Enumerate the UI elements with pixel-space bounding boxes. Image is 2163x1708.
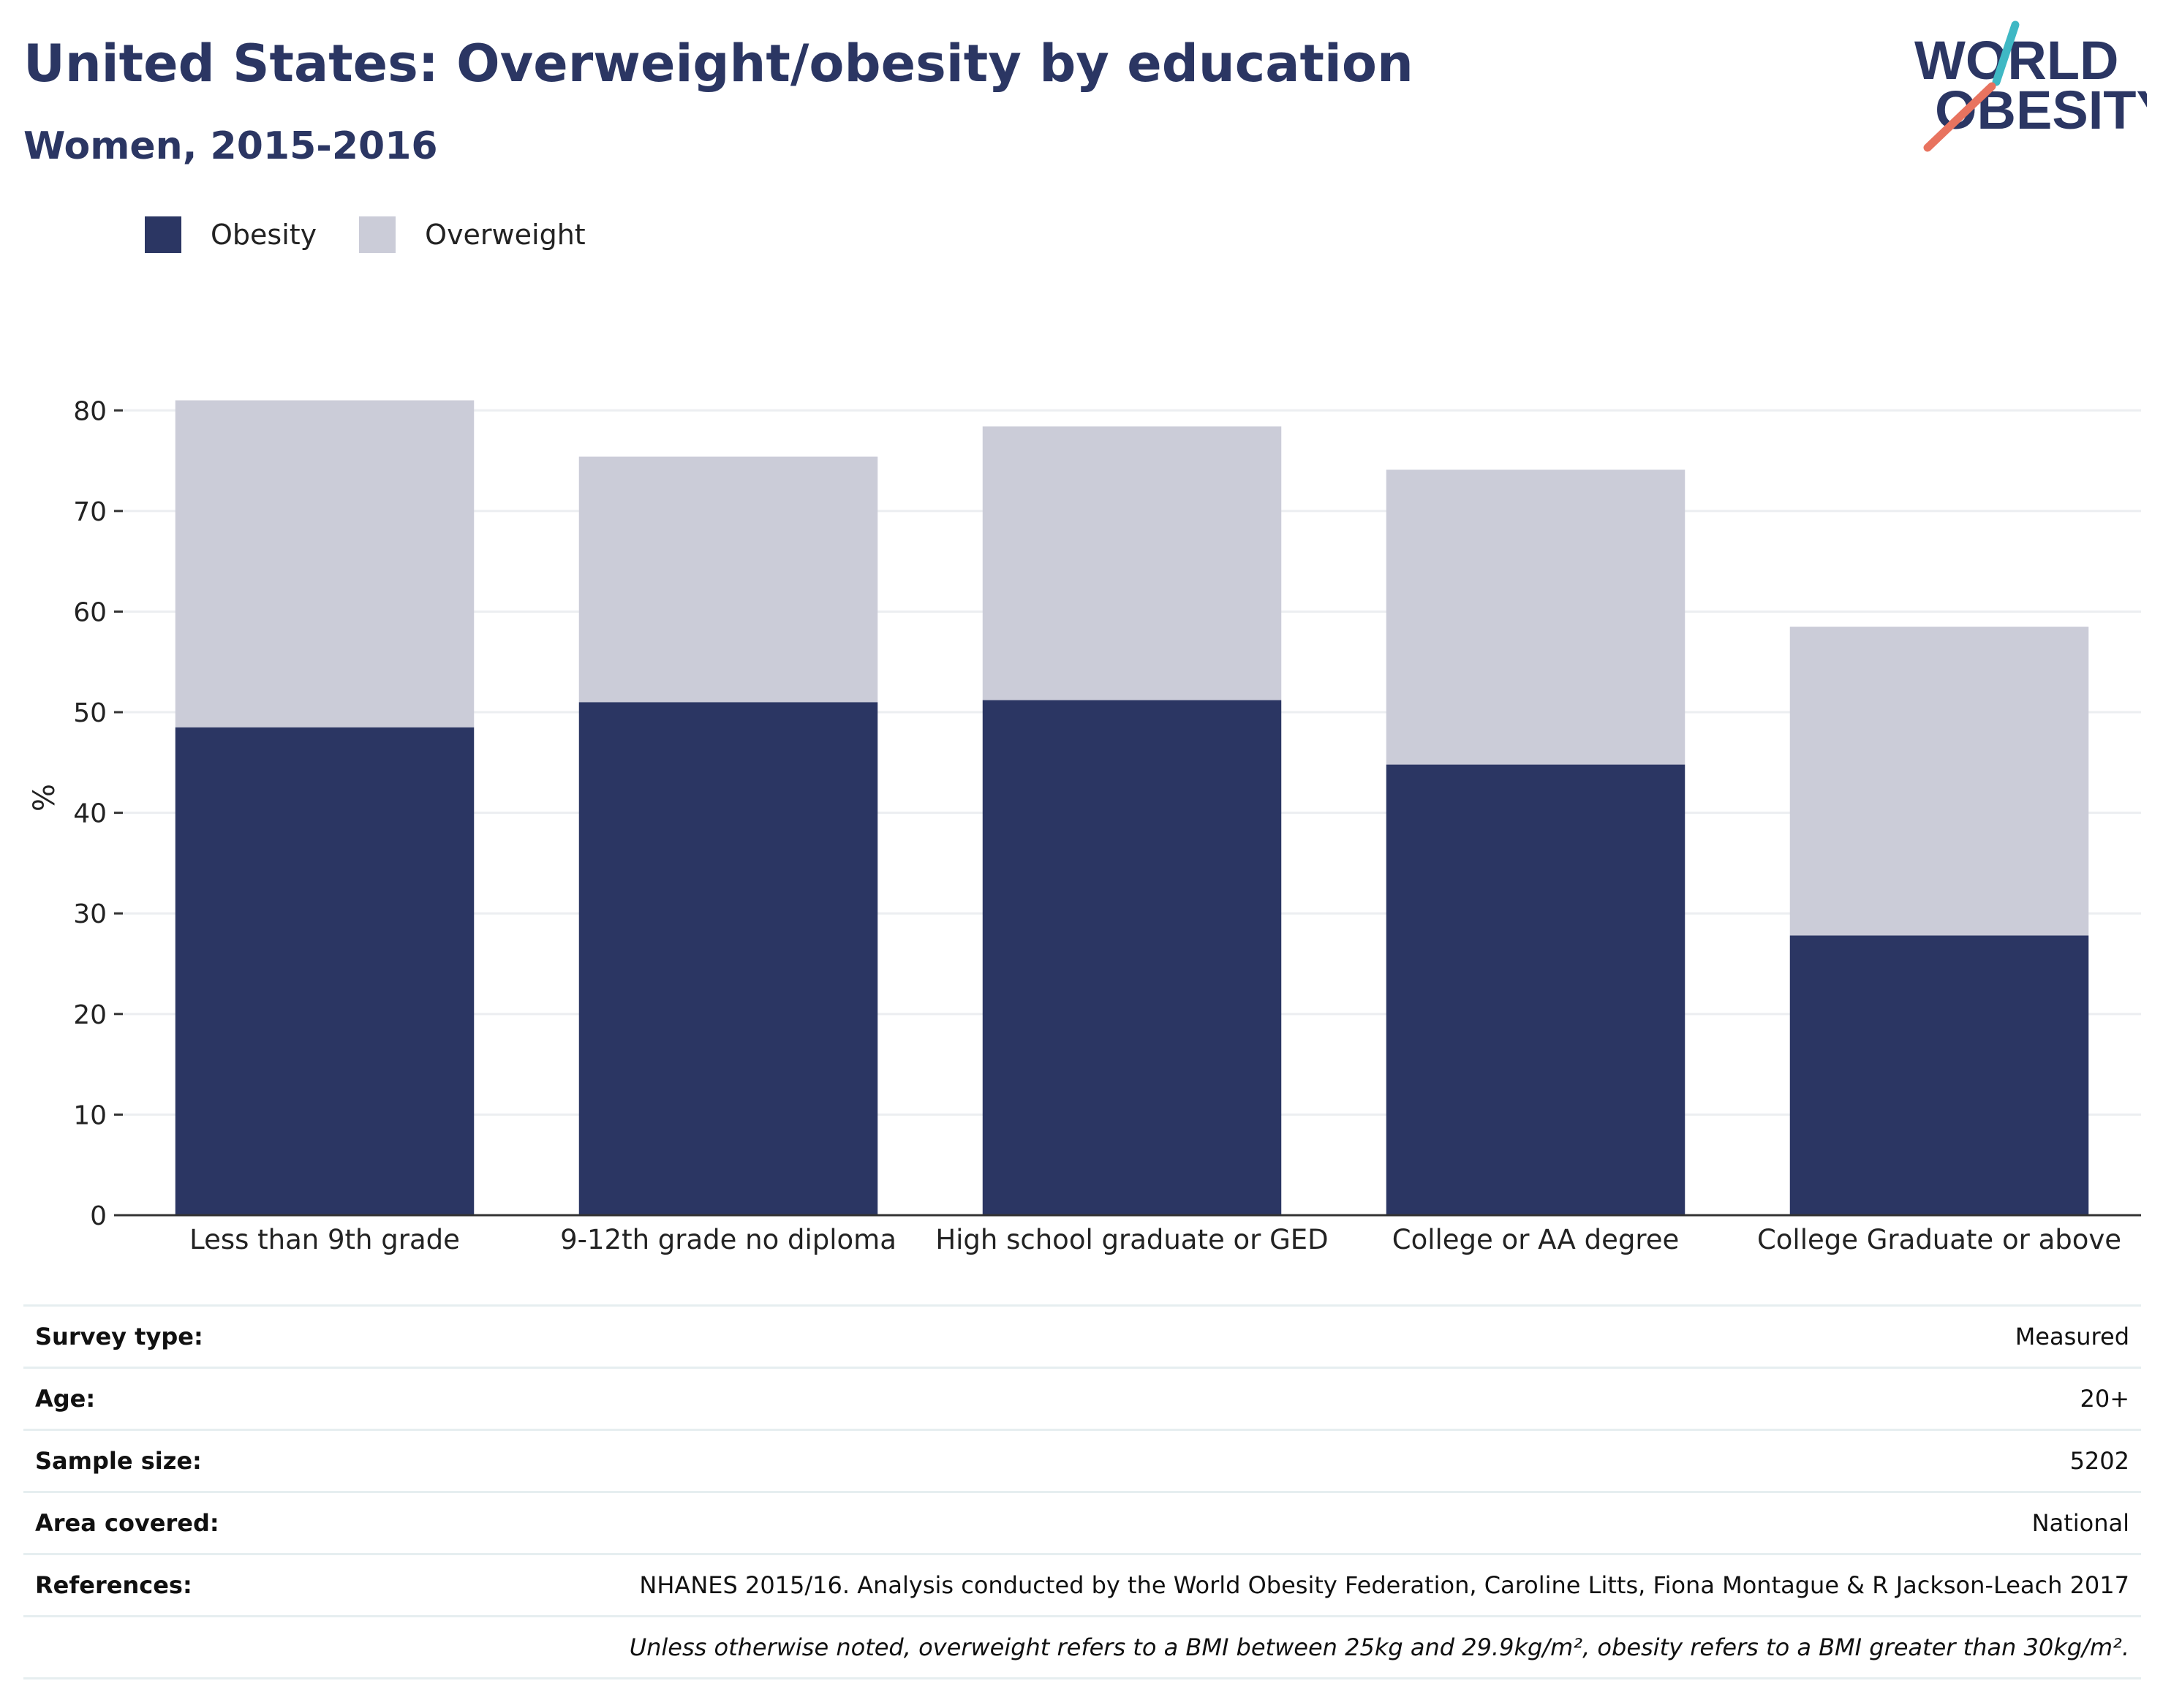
info-value: Measured	[2015, 1323, 2129, 1350]
bar-obesity-3	[982, 700, 1282, 1215]
bar-overweight-2	[578, 456, 878, 703]
y-tick-label-40: 40	[73, 799, 107, 829]
legend-label-obesity: Obesity	[211, 219, 317, 251]
legend-swatch-obesity	[145, 216, 181, 253]
y-axis-label: %	[28, 784, 61, 812]
survey-info-table: Survey type: Measured Age: 20+ Sample si…	[23, 1304, 2141, 1679]
bar-obesity-1	[175, 727, 475, 1215]
bar-overweight-3	[982, 426, 1282, 700]
legend-item-obesity[interactable]: Obesity	[145, 216, 317, 253]
logo-slash-coral	[1923, 82, 1996, 152]
chart-legend: Obesity Overweight	[145, 216, 628, 253]
info-value: 20+	[2080, 1385, 2129, 1413]
info-label: Sample size:	[35, 1447, 202, 1475]
bmi-definition-note: Unless otherwise noted, overweight refer…	[629, 1633, 2129, 1661]
info-label: Age:	[35, 1385, 96, 1413]
world-obesity-logo: WORLD OBESITY	[1914, 20, 2147, 152]
bar-obesity-4	[1386, 764, 1686, 1215]
y-tick-label-20: 20	[73, 1000, 107, 1030]
x-tick-label-5: College Graduate or above	[1757, 1224, 2121, 1255]
bar-obesity-2	[578, 702, 878, 1215]
x-tick-label-4: College or AA degree	[1392, 1224, 1680, 1255]
x-tick-label-2: 9-12th grade no diploma	[560, 1224, 896, 1255]
info-value: National	[2031, 1509, 2129, 1537]
info-row-age: Age: 20+	[23, 1369, 2141, 1431]
info-label: References:	[35, 1571, 192, 1599]
bar-overweight-1	[175, 400, 475, 728]
y-tick-label-30: 30	[73, 899, 107, 929]
legend-item-overweight[interactable]: Overweight	[359, 216, 586, 253]
info-row-references: References: NHANES 2015/16. Analysis con…	[23, 1555, 2141, 1617]
info-label: Survey type:	[35, 1323, 203, 1350]
y-tick-label-50: 50	[73, 698, 107, 728]
legend-swatch-overweight	[359, 216, 396, 253]
info-row-survey-type: Survey type: Measured	[23, 1304, 2141, 1369]
y-tick-label-60: 60	[73, 597, 107, 627]
bar-obesity-5	[1789, 935, 2089, 1215]
logo-slash-teal	[1992, 20, 2020, 86]
y-tick-label-0: 0	[90, 1201, 107, 1231]
y-tick-label-10: 10	[73, 1100, 107, 1130]
info-label: Area covered:	[35, 1509, 219, 1537]
info-row-bmi-note: Unless otherwise noted, overweight refer…	[23, 1617, 2141, 1679]
info-row-area-covered: Area covered: National	[23, 1493, 2141, 1555]
chart-title: United States: Overweight/obesity by edu…	[23, 34, 1413, 94]
x-tick-label-3: High school graduate or GED	[935, 1224, 1328, 1255]
x-tick-label-1: Less than 9th grade	[189, 1224, 460, 1255]
bar-overweight-5	[1789, 627, 2089, 936]
bar-overweight-4	[1386, 469, 1686, 765]
info-value: NHANES 2015/16. Analysis conducted by th…	[639, 1571, 2129, 1599]
legend-label-overweight: Overweight	[425, 219, 586, 251]
y-tick-label-80: 80	[73, 396, 107, 426]
chart-subtitle: Women, 2015-2016	[23, 124, 438, 168]
logo-line1: WORLD	[1914, 30, 2119, 91]
y-tick-label-70: 70	[73, 497, 107, 527]
stacked-bar-chart: 0 10 20 30 40 50 60 70 80% Less than 9th grade 9-1…	[28, 396, 2141, 1255]
info-value: 5202	[2069, 1447, 2129, 1475]
info-row-sample-size: Sample size: 5202	[23, 1431, 2141, 1493]
